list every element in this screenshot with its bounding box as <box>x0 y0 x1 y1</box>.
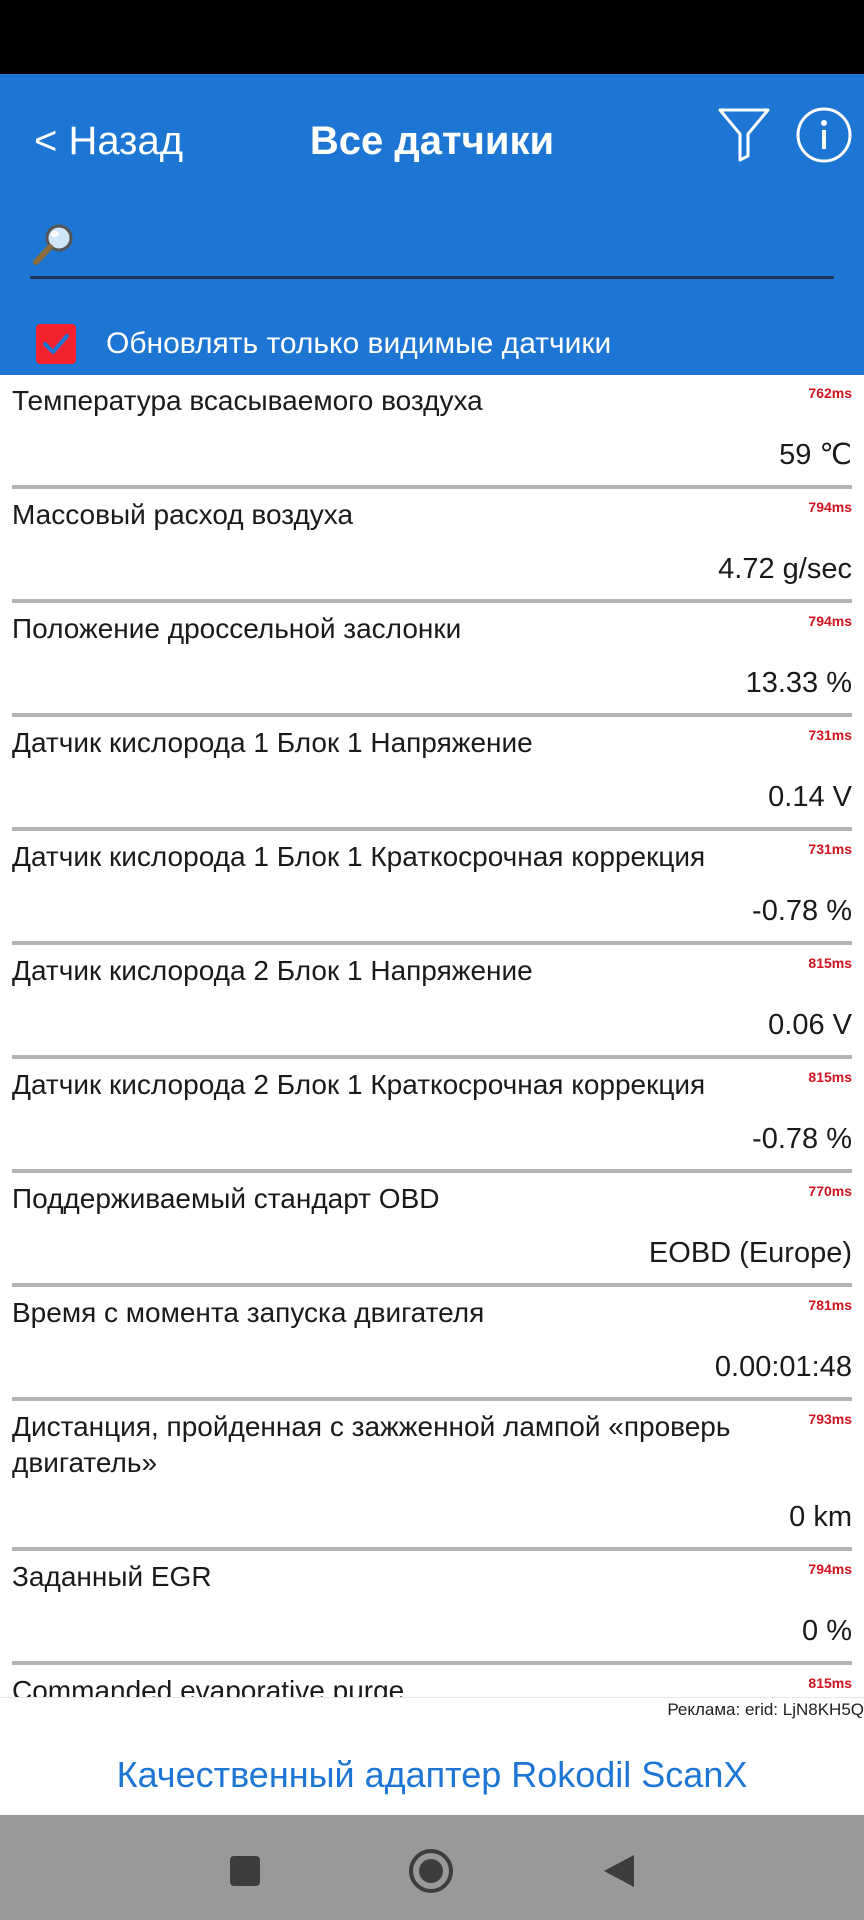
sensor-update-time: 815ms <box>808 1069 852 1085</box>
filter-button[interactable] <box>716 104 772 164</box>
sensor-row[interactable]: 781ms Время с момента запуска двигателя 0.… <box>12 1287 852 1401</box>
sensor-name: Датчик кислорода 2 Блок 1 Напряжение <box>12 955 533 986</box>
sensor-update-time: 815ms <box>808 1675 852 1691</box>
sensor-row[interactable]: 793ms Дистанция, пройденная с зажженной л… <box>12 1401 852 1551</box>
sensor-name: Датчик кислорода 1 Блок 1 Краткосрочная … <box>12 841 706 872</box>
status-bar <box>0 0 864 74</box>
sensor-list[interactable]: 762ms Температура всасываемого воздуха 59 … <box>0 375 864 1697</box>
navigation-bar <box>0 1815 864 1920</box>
sensor-value: 0.00:01:48 <box>714 1351 852 1383</box>
sensor-name: Температура всасываемого воздуха <box>12 385 483 416</box>
back-nav-button[interactable] <box>590 1843 646 1899</box>
sensor-value: -0.78 % <box>752 1123 852 1155</box>
sensor-name: Массовый расход воздуха <box>12 499 354 530</box>
sensor-value: 4.72 g/sec <box>718 553 852 585</box>
sensor-row[interactable]: 794ms Положение дроссельной заслонки 13.33… <box>12 603 852 717</box>
filter-icon <box>718 108 770 162</box>
sensor-row[interactable]: 815ms Датчик кислорода 2 Блок 1 Краткосро… <box>12 1059 852 1173</box>
sensor-row[interactable]: 794ms Заданный EGR 0 % <box>12 1551 852 1665</box>
home-button[interactable] <box>403 1843 459 1899</box>
back-triangle-icon <box>604 1855 634 1887</box>
info-icon <box>796 107 852 163</box>
sensor-name: Время с момента запуска двигателя <box>12 1297 485 1328</box>
ad-label: Реклама: erid: LjN8KH5Q <box>667 1700 864 1719</box>
sensor-value: EOBD (Europe) <box>648 1237 852 1269</box>
sensor-value: 59 ℃ <box>779 439 852 471</box>
update-visible-only-checkbox[interactable] <box>36 324 76 364</box>
sensor-name: Заданный EGR <box>12 1561 212 1592</box>
square-icon <box>230 1856 260 1886</box>
search-icon <box>33 224 73 265</box>
checkmark-icon <box>43 334 69 354</box>
sensor-value: 0.14 V <box>768 781 852 813</box>
sensor-name: Дистанция, пройденная с зажженной лампой… <box>12 1411 731 1478</box>
sensor-row[interactable]: 794ms Массовый расход воздуха 4.72 g/sec <box>12 489 852 603</box>
search-input[interactable] <box>90 214 834 274</box>
sensor-row[interactable]: 815ms Commanded evaporative purge <box>12 1665 852 1697</box>
sensor-value: -0.78 % <box>752 895 852 927</box>
sensor-name: Commanded evaporative purge <box>12 1675 405 1697</box>
sensor-update-time: 731ms <box>808 727 852 743</box>
sensor-row[interactable]: 731ms Датчик кислорода 1 Блок 1 Напряжени… <box>12 717 852 831</box>
back-button[interactable]: < Назад <box>34 119 184 163</box>
sensor-value: 0 % <box>802 1615 852 1647</box>
recents-button[interactable] <box>217 1843 273 1899</box>
update-visible-only-toggle[interactable]: Обновлять только видимые датчики <box>36 320 611 368</box>
sensor-update-time: 794ms <box>808 499 852 515</box>
sensor-value: 0 km <box>789 1501 852 1533</box>
sensor-update-time: 762ms <box>808 385 852 401</box>
sensor-update-time: 794ms <box>808 1561 852 1577</box>
ad-banner[interactable]: Реклама: erid: LjN8KH5Q Качественный ада… <box>0 1697 864 1816</box>
sensor-update-time: 794ms <box>808 613 852 629</box>
info-button[interactable] <box>796 107 852 163</box>
sensor-name: Датчик кислорода 1 Блок 1 Напряжение <box>12 727 533 758</box>
sensor-update-time: 770ms <box>808 1183 852 1199</box>
home-circle-icon <box>409 1849 453 1893</box>
app-header: < Назад Все датчики Обновлять только вид… <box>0 74 864 375</box>
sensor-update-time: 815ms <box>808 955 852 971</box>
sensor-value: 13.33 % <box>745 667 852 699</box>
sensor-row[interactable]: 770ms Поддерживаемый стандарт OBD EOBD (Eu… <box>12 1173 852 1287</box>
sensor-name: Датчик кислорода 2 Блок 1 Краткосрочная … <box>12 1069 706 1100</box>
sensor-update-time: 731ms <box>808 841 852 857</box>
sensor-update-time: 793ms <box>808 1411 852 1427</box>
sensor-name: Поддерживаемый стандарт OBD <box>12 1183 440 1214</box>
sensor-value: 0.06 V <box>768 1009 852 1041</box>
update-visible-only-label: Обновлять только видимые датчики <box>106 327 612 360</box>
sensor-name: Положение дроссельной заслонки <box>12 613 462 644</box>
search-bar <box>30 214 834 279</box>
sensor-row[interactable]: 762ms Температура всасываемого воздуха 59 … <box>12 375 852 489</box>
sensor-update-time: 781ms <box>808 1297 852 1313</box>
sensor-row[interactable]: 815ms Датчик кислорода 2 Блок 1 Напряжени… <box>12 945 852 1059</box>
ad-link[interactable]: Качественный адаптер Rokodil ScanX <box>116 1754 748 1795</box>
sensor-row[interactable]: 731ms Датчик кислорода 1 Блок 1 Краткосро… <box>12 831 852 945</box>
